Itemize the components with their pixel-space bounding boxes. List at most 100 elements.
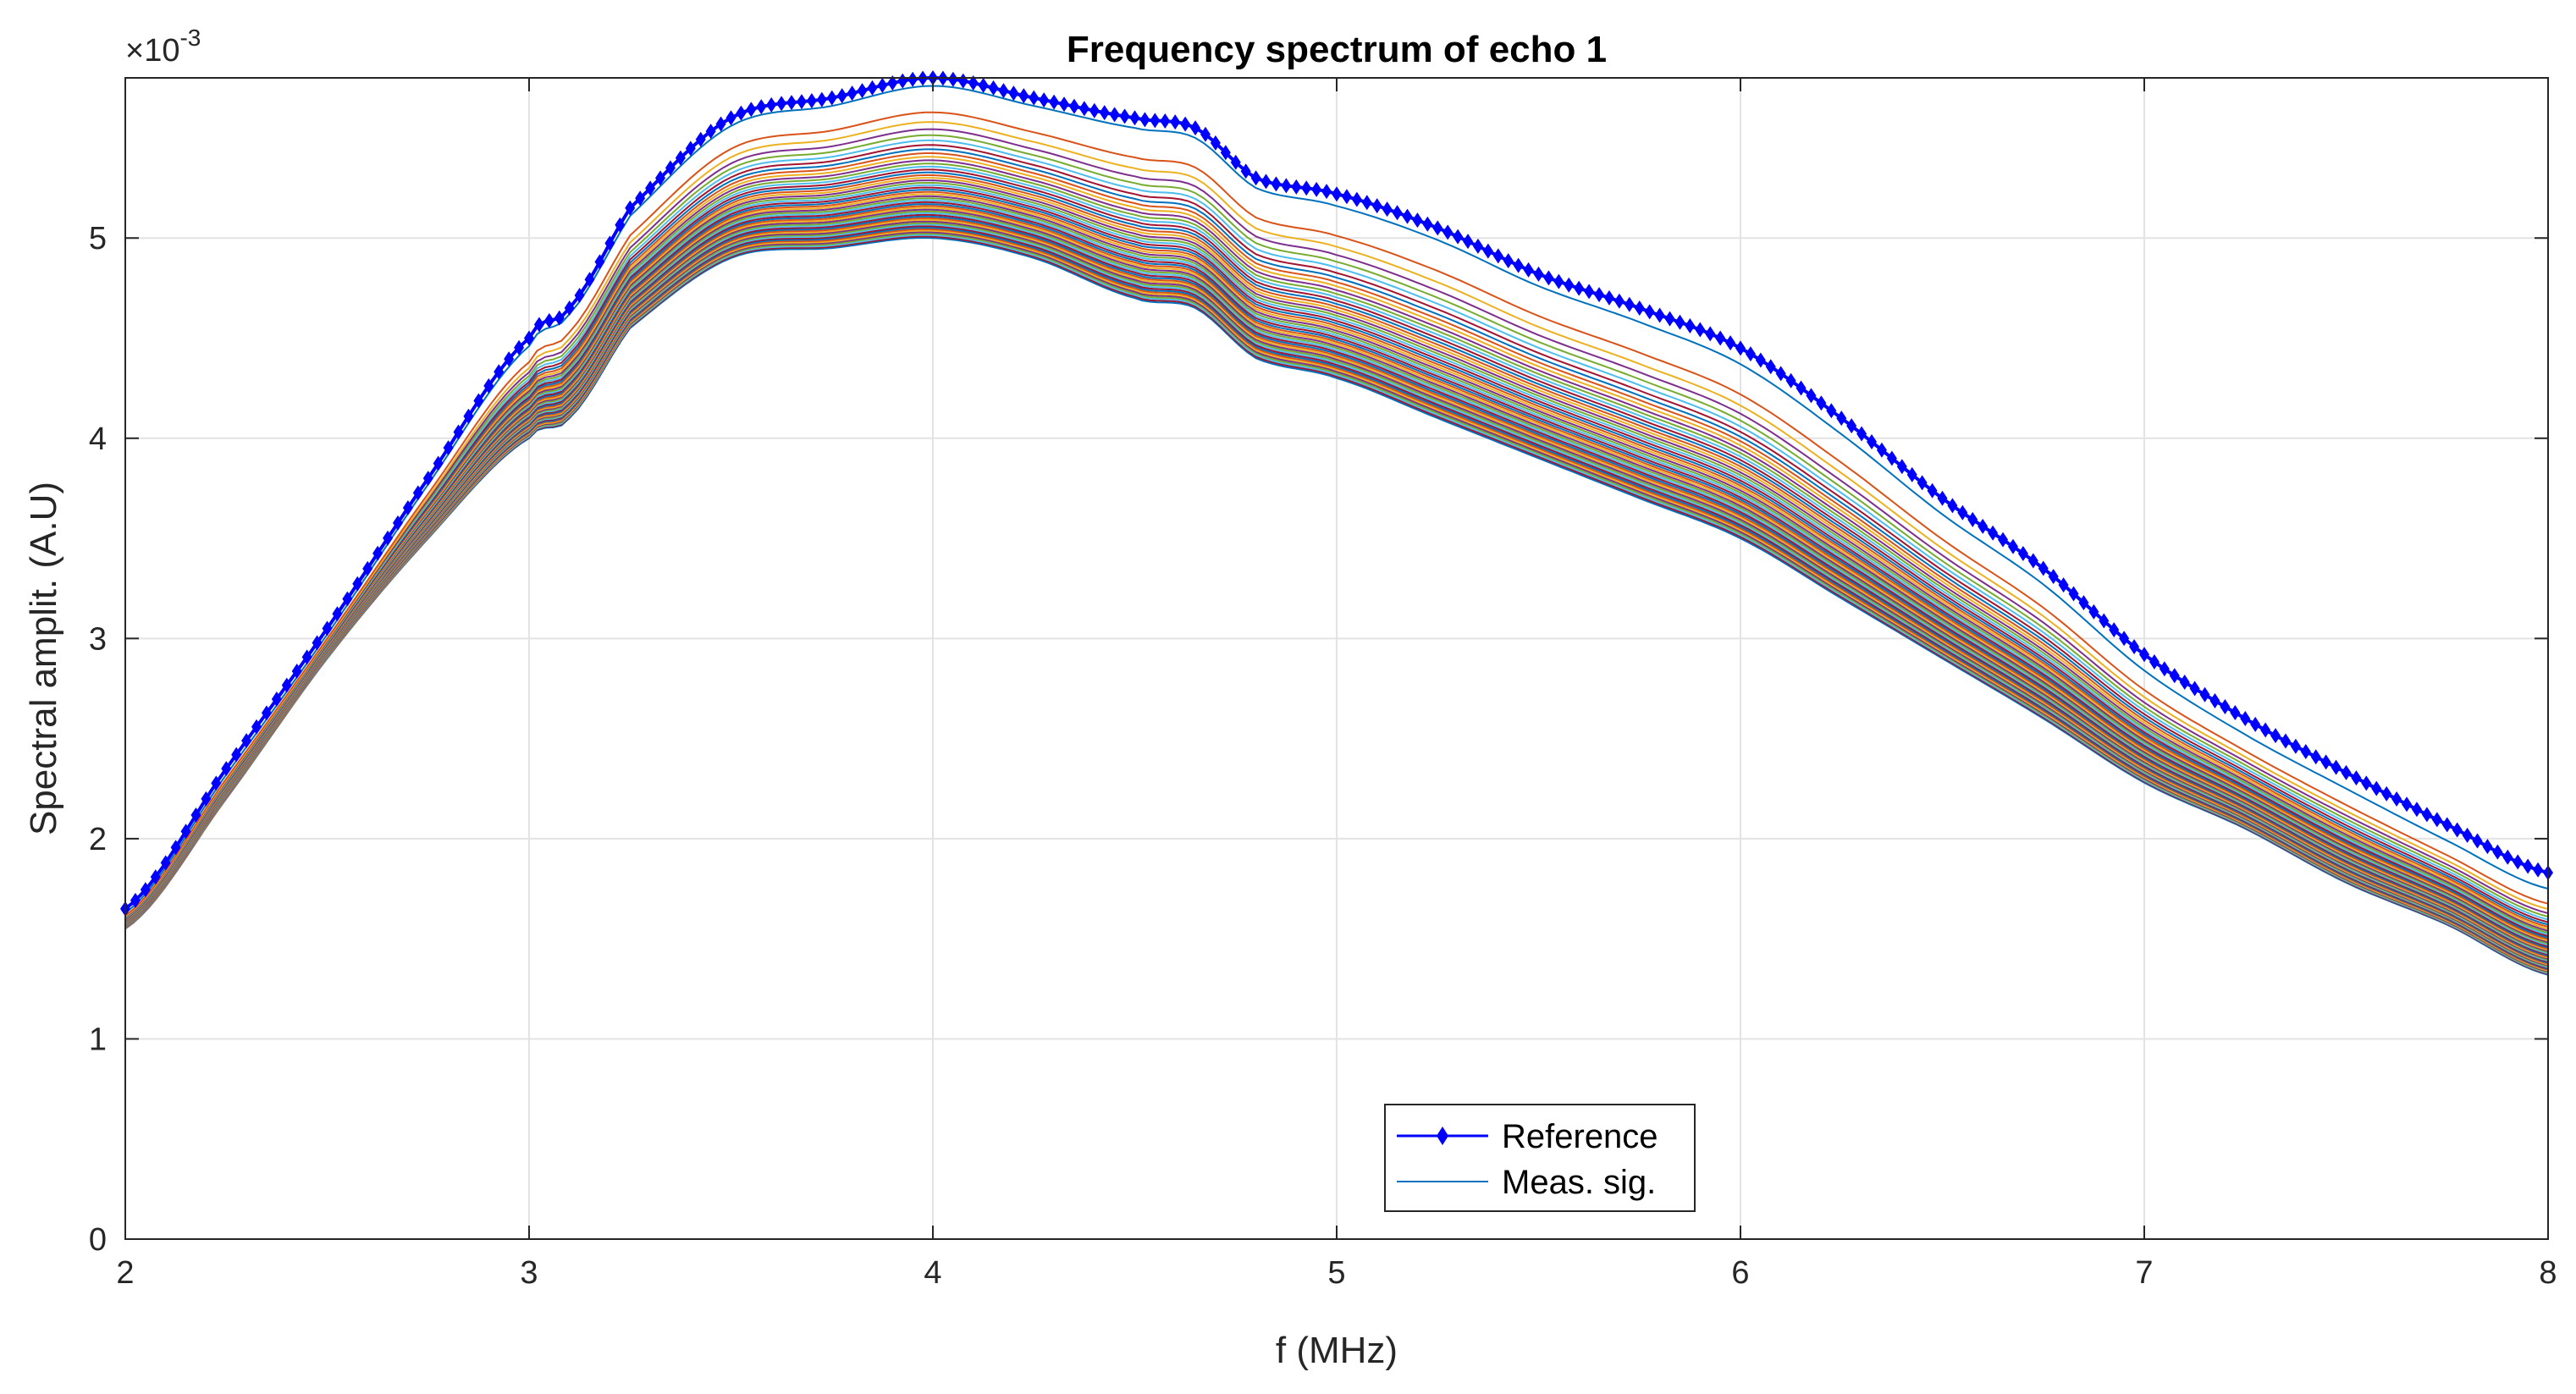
reference-marker (402, 500, 413, 516)
reference-marker (1725, 335, 1736, 351)
reference-marker (1906, 466, 1917, 482)
reference-marker (1896, 459, 1907, 475)
y-exponent-base: ×10 (125, 33, 179, 69)
reference-marker (1049, 94, 1060, 110)
y-tick-label: 5 (89, 221, 107, 256)
reference-marker (2431, 812, 2442, 828)
reference-marker (2270, 728, 2281, 744)
reference-marker (1422, 216, 1433, 232)
reference-marker (615, 217, 626, 233)
reference-marker (1513, 257, 1524, 273)
reference-marker (1533, 266, 1544, 282)
measurement-line (124, 190, 2549, 950)
measurement-line (124, 208, 2549, 960)
reference-marker (362, 560, 373, 576)
x-axis-label: f (MHz) (1276, 1330, 1398, 1371)
reference-marker (2492, 844, 2503, 860)
reference-marker (1503, 253, 1514, 269)
reference-marker (392, 515, 403, 531)
x-tick-label: 5 (1327, 1255, 1345, 1291)
reference-marker (1846, 418, 1857, 434)
measurement-line (124, 201, 2549, 956)
reference-marker (786, 95, 797, 111)
reference-marker (433, 455, 444, 471)
reference-marker (2331, 759, 2342, 775)
legend-box (1384, 1104, 1696, 1212)
reference-marker (463, 408, 474, 424)
reference-marker (1160, 113, 1171, 129)
reference-marker (2341, 764, 2352, 780)
reference-marker (453, 424, 464, 440)
reference-marker (1170, 114, 1181, 130)
reference-marker (2533, 862, 2544, 878)
reference-marker (564, 300, 575, 317)
reference-marker (1806, 388, 1817, 404)
reference-marker (604, 235, 615, 251)
measurement-line (124, 174, 2549, 940)
reference-marker (1089, 102, 1100, 118)
measurement-line (124, 159, 2549, 932)
reference-marker (494, 364, 505, 380)
measurement-line (124, 148, 2549, 926)
reference-marker (2220, 698, 2231, 714)
reference-marker (2189, 680, 2200, 697)
reference-marker (766, 96, 777, 113)
reference-marker (1341, 189, 1352, 205)
reference-marker (725, 110, 736, 126)
reference-marker (1210, 135, 1221, 151)
reference-marker (1715, 330, 1726, 346)
x-tick-label: 3 (520, 1255, 538, 1291)
legend[interactable]: Reference Meas. sig. (1384, 1104, 1696, 1212)
reference-marker (1018, 88, 1029, 104)
reference-marker (867, 80, 878, 96)
y-axis-label: Spectral amplit. (A.U) (23, 482, 64, 835)
reference-marker (383, 530, 394, 546)
reference-marker (1998, 532, 2009, 548)
measurement-line (124, 171, 2549, 939)
reference-marker (1453, 229, 1464, 245)
reference-marker (1139, 112, 1150, 128)
reference-marker (1695, 322, 1706, 338)
reference-marker (1301, 180, 1312, 196)
y-axis-exponent: ×10-3 (125, 25, 201, 69)
reference-marker (1886, 450, 1897, 466)
reference-marker (1392, 205, 1403, 221)
measurement-line (124, 128, 2549, 918)
reference-marker (2320, 754, 2331, 770)
reference-marker (1078, 101, 1089, 117)
measurement-line (124, 212, 2549, 962)
reference-marker (443, 440, 454, 456)
reference-marker (2078, 595, 2089, 611)
reference-marker (1795, 380, 1807, 396)
reference-marker (675, 150, 686, 166)
reference-marker (332, 606, 343, 622)
reference-marker (2088, 603, 2099, 620)
reference-marker (2017, 545, 2028, 561)
reference-marker (2027, 553, 2038, 569)
reference-marker (1978, 518, 1989, 534)
reference-marker (1705, 326, 1716, 342)
reference-marker (1613, 293, 1624, 309)
reference-marker (746, 102, 757, 118)
legend-measurement-label: Meas. sig. (1502, 1164, 1656, 1201)
reference-marker (625, 200, 636, 216)
reference-marker (291, 664, 302, 680)
data-lines (120, 70, 2553, 976)
reference-marker (1775, 366, 1786, 382)
reference-marker (1785, 372, 1796, 388)
reference-marker (1836, 410, 1847, 427)
reference-marker (2482, 839, 2493, 855)
reference-marker (2381, 785, 2392, 802)
reference-marker (271, 691, 282, 708)
y-tick-label: 4 (89, 422, 107, 457)
reference-marker (1463, 234, 1474, 250)
reference-marker (685, 141, 696, 157)
measurement-line (124, 139, 2549, 921)
x-tick-label: 6 (1731, 1255, 1749, 1291)
reference-marker (1059, 96, 1070, 113)
reference-marker (2179, 674, 2190, 690)
y-tick-label: 1 (89, 1022, 107, 1057)
reference-marker (2402, 796, 2413, 813)
reference-marker (180, 824, 191, 840)
reference-marker (1029, 90, 1040, 106)
